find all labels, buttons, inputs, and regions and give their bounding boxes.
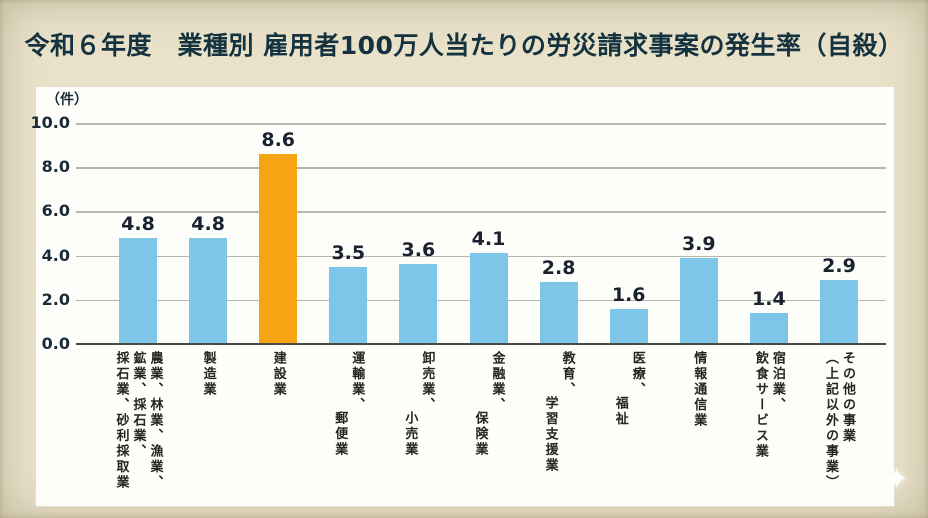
bar-value-label: 3.9 [681, 232, 716, 255]
category-label-column: 情報通信業 [691, 351, 707, 429]
bar-value-label: 2.8 [541, 257, 576, 280]
y-tick-label: 8.0 [41, 157, 70, 177]
bar [609, 308, 648, 344]
bar [119, 237, 157, 344]
chart-panel: （件） 10.0 8.0 6.0 4.0 2.0 0.0 4.8 農業、林業、漁業、 鉱業、採石… [31, 86, 895, 507]
y-tick-label: 10.0 [30, 113, 70, 132]
category-label-column: 運輸業、 [349, 351, 365, 413]
category-label: 製造業 [201, 351, 216, 398]
bar-value-label: 3.5 [331, 241, 366, 264]
category-label-column: 採石業、砂利採取業 [113, 351, 129, 491]
bar-value-label: 1.4 [752, 288, 786, 311]
bar-slot: 2.9 [820, 123, 858, 344]
bar-value-label: 3.6 [401, 239, 436, 262]
bar-slot: 4.1 [469, 123, 508, 344]
bar-value-label: 1.6 [611, 283, 646, 306]
category-label-column: 教育、 [559, 351, 575, 398]
category-label-column: 学習支援業 [542, 396, 558, 474]
bar [679, 257, 718, 344]
bar [329, 266, 368, 344]
bar-slot: 3.6 [399, 123, 438, 344]
category-label: 卸売業、 小売業 [402, 351, 434, 458]
category-label: 教育、 学習支援業 [543, 351, 575, 474]
chart-title: 令和６年度 業種別 雇用者100万人当たりの労災請求事案の発生率（自殺） [24, 31, 904, 60]
plot-area: 10.0 8.0 6.0 4.0 2.0 0.0 4.8 農業、林業、漁業、 鉱業、採石業、 採石… [31, 115, 886, 491]
category-label-column: 医療、 [629, 351, 645, 398]
category-label-column: 製造業 [200, 351, 216, 398]
category-label: 運輸業、 郵便業 [332, 351, 364, 458]
bar-value-label: 4.1 [471, 228, 506, 251]
category-label-column: 金融業、 [489, 351, 505, 413]
x-axis-line [76, 342, 886, 345]
category-label-column: 飲食サービス業 [752, 351, 768, 460]
bar-value-label: 4.8 [121, 212, 155, 235]
category-label-column: 農業、林業、漁業、 [147, 351, 163, 491]
bar-slot: 1.4 [749, 123, 788, 344]
bar-value-label: 8.6 [261, 128, 296, 151]
y-tick-label: 6.0 [41, 201, 70, 221]
category-label-column: その他の事業 [840, 351, 855, 444]
gridline [76, 123, 886, 125]
bar-slot: 2.8 [539, 123, 578, 344]
category-label: 情報通信業 [691, 351, 706, 429]
category-label-column: 福祉 [612, 396, 628, 427]
category-label: 建設業 [271, 351, 286, 398]
y-tick-label: 2.0 [41, 289, 70, 309]
category-label-column: 建設業 [270, 351, 286, 398]
bar-value-label: 4.8 [191, 212, 225, 235]
y-tick-label: 0.0 [41, 334, 70, 353]
category-label-column: （上記以外の事業） [823, 351, 838, 491]
bar [820, 279, 858, 344]
category-label-column: 小売業 [402, 411, 418, 458]
category-label: 宿泊業、 飲食サービス業 [753, 351, 785, 460]
category-label: 金融業、 保険業 [473, 351, 505, 458]
bar-slot: 3.5 [329, 123, 368, 344]
bar-slot: 1.6 [609, 123, 648, 344]
category-label-column: 卸売業、 [419, 351, 435, 413]
category-label: 医療、 福祉 [613, 351, 645, 427]
bar-slot: 4.8 [189, 123, 228, 344]
category-label-column: 鉱業、採石業、 [130, 351, 146, 460]
category-label: 農業、林業、漁業、 鉱業、採石業、 採石業、砂利採取業 [114, 351, 163, 491]
bar-slot: 4.8 [119, 123, 157, 344]
bar-value-label: 2.9 [822, 254, 856, 277]
bar [399, 264, 438, 344]
bar [539, 282, 578, 344]
bar-slot: 8.6 [259, 123, 298, 344]
gridline [76, 167, 886, 169]
gridline [76, 211, 886, 213]
y-tick-label: 4.0 [41, 245, 70, 265]
category-label-column: 郵便業 [332, 411, 348, 458]
y-axis-unit-label: （件） [46, 92, 88, 108]
bar-slot: 3.9 [679, 123, 718, 344]
bar [259, 153, 298, 344]
category-label: その他の事業 （上記以外の事業） [823, 351, 855, 491]
category-label-column: 保険業 [472, 411, 488, 458]
category-label-column: 宿泊業、 [769, 351, 785, 413]
bar [749, 313, 788, 344]
bar [469, 253, 508, 344]
bar [189, 237, 228, 344]
